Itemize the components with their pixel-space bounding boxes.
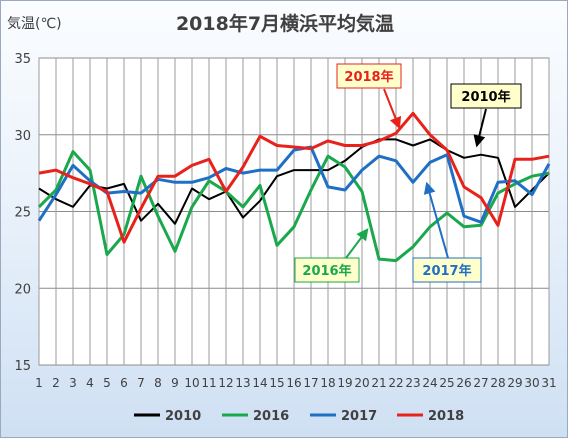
legend-label-2018: 2018: [428, 409, 464, 424]
series-lines: [37, 111, 551, 263]
x-tick-label: 20: [354, 376, 369, 390]
x-tick-label: 9: [171, 376, 179, 390]
x-tick-label: 25: [439, 376, 454, 390]
series-line-2010: [38, 138, 550, 225]
x-tick-label: 23: [405, 376, 420, 390]
annotation-box-2018: [336, 63, 402, 89]
x-tick-label: 4: [86, 376, 94, 390]
x-tick-label: 8: [154, 376, 162, 390]
x-tick-label: 3: [69, 376, 77, 390]
series-line-2017: [37, 145, 551, 224]
y-tick-label: 35: [14, 52, 31, 67]
y-axis-label: 気温(℃): [7, 16, 62, 32]
x-tick-label: 1: [35, 376, 43, 390]
series-line-2016: [37, 150, 550, 263]
series-line-2018: [38, 111, 550, 244]
x-tick-label: 7: [137, 376, 145, 390]
annotation-box-2016: [294, 257, 360, 283]
annotation-label-2017: 2017年: [422, 263, 471, 279]
annotation-label-2018: 2018年: [344, 69, 393, 85]
x-tick-labels: 1 2 3 4 5 6 7 8 9 10 11 12 13 14 15 16 17 18 19 20 21 22 23 24 2…: [35, 376, 556, 390]
x-tick-label: 14: [252, 376, 267, 390]
x-tick-label: 29: [507, 376, 522, 390]
x-tick-label: 28: [490, 376, 505, 390]
x-tick-label: 26: [456, 376, 471, 390]
annotation-box-2010: [450, 83, 522, 109]
annotation-label-2010: 2010年: [461, 89, 510, 105]
x-tick-label: 6: [120, 376, 128, 390]
annotation-label-2016: 2016年: [302, 263, 351, 279]
annotations: 2018年 2010年 2016年 2017年: [294, 63, 522, 283]
legend-label-2010: 2010: [165, 409, 201, 424]
chart-title: 2018年7月横浜平均気温: [175, 13, 395, 35]
legend-label-2016: 2016: [253, 409, 289, 424]
x-tick-label: 19: [337, 376, 352, 390]
legend-label-2017: 2017: [341, 409, 377, 424]
x-tick-label: 27: [473, 376, 488, 390]
x-tick-label: 30: [524, 376, 539, 390]
y-tick-label: 15: [14, 359, 31, 374]
grid-lines: [38, 57, 550, 366]
x-tick-label: 22: [388, 376, 403, 390]
y-tick-label: 20: [14, 282, 31, 297]
x-tick-label: 10: [184, 376, 199, 390]
x-tick-label: 21: [371, 376, 386, 390]
x-tick-label: 24: [422, 376, 437, 390]
y-tick-labels: 15 20 25 30 35: [14, 52, 31, 374]
x-tick-label: 18: [320, 376, 335, 390]
x-tick-label: 16: [286, 376, 301, 390]
annotation-arrow-2010: [473, 108, 487, 148]
annotation-box-2017: [412, 257, 482, 283]
x-tick-label: 12: [218, 376, 233, 390]
annotation-arrow-2018: [383, 88, 402, 130]
x-tick-label: 13: [235, 376, 250, 390]
legend: 2010 2016 2017 2018: [134, 409, 464, 424]
y-tick-label: 30: [14, 129, 31, 144]
x-tick-label: 5: [103, 376, 111, 390]
x-tick-label: 15: [269, 376, 284, 390]
annotation-arrow-2016: [345, 228, 369, 259]
x-tick-label: 31: [541, 376, 556, 390]
annotation-arrow-2017: [423, 181, 449, 259]
x-tick-label: 17: [303, 376, 318, 390]
x-tick-label: 11: [201, 376, 216, 390]
y-tick-label: 25: [14, 206, 31, 221]
x-tick-label: 2: [52, 376, 60, 390]
